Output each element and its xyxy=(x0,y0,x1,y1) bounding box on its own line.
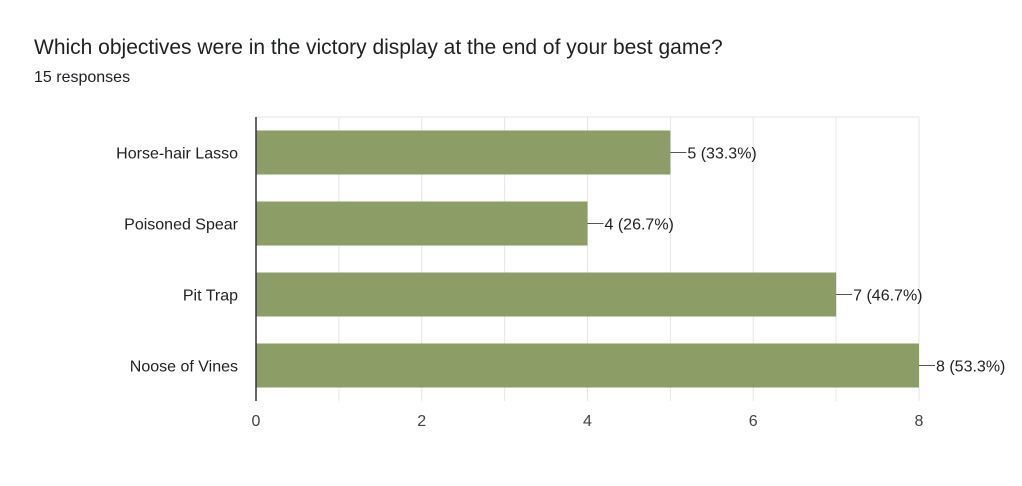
category-label: Noose of Vines xyxy=(130,359,238,376)
category-label: Horse-hair Lasso xyxy=(116,146,238,163)
x-tick-label: 0 xyxy=(252,413,261,430)
x-tick-label: 4 xyxy=(583,413,592,430)
bar xyxy=(256,272,837,317)
bar xyxy=(256,343,919,388)
x-tick-label: 8 xyxy=(915,413,924,430)
data-label: 4 (26.7%) xyxy=(605,217,674,234)
data-label: 7 (46.7%) xyxy=(853,288,922,305)
response-count: 15 responses xyxy=(34,69,131,86)
category-label: Poisoned Spear xyxy=(124,217,239,234)
category-label: Pit Trap xyxy=(183,288,238,305)
bar xyxy=(256,130,671,175)
x-tick-label: 2 xyxy=(417,413,426,430)
data-label: 5 (33.3%) xyxy=(687,146,756,163)
data-label: 8 (53.3%) xyxy=(936,359,1005,376)
chart-title: Which objectives were in the victory dis… xyxy=(34,36,723,59)
bar xyxy=(256,201,588,246)
x-tick-label: 6 xyxy=(749,413,758,430)
